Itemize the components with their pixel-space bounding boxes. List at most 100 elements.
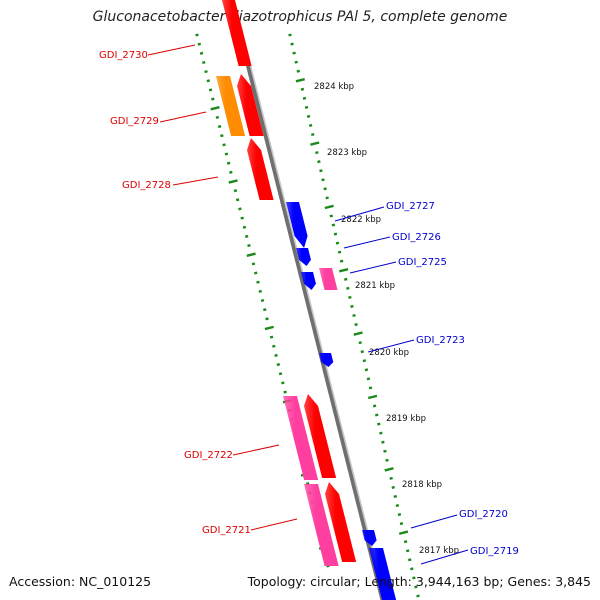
minor-tick	[395, 503, 400, 508]
minor-tick	[339, 259, 344, 263]
minor-tick	[260, 298, 265, 303]
leader-line	[349, 261, 397, 274]
gene-features	[216, 0, 397, 600]
genome-backbone	[229, 0, 386, 600]
leader-line	[343, 236, 391, 249]
leader-line	[159, 111, 207, 123]
minor-tick	[199, 51, 204, 55]
minor-tick	[197, 42, 202, 46]
gene-label-gdi_2721: GDI_2721	[202, 525, 251, 536]
minor-tick	[240, 216, 244, 220]
gene-gdi-2721	[304, 484, 339, 566]
minor-tick	[263, 308, 267, 312]
minor-tick	[202, 60, 206, 64]
minor-tick	[217, 125, 222, 129]
minor-tick	[288, 33, 292, 37]
leader-line	[172, 176, 219, 186]
minor-tick	[274, 353, 278, 357]
minor-tick	[300, 87, 305, 91]
minor-tick	[244, 234, 249, 238]
scale-label-2824: 2824 kbp	[314, 82, 354, 92]
minor-tick	[366, 377, 371, 381]
gene-gdi-2730	[222, 0, 252, 66]
minor-tick	[281, 381, 285, 385]
gene-label-gdi_2725: GDI_2725	[398, 257, 447, 268]
gene-gdi-2725b	[319, 268, 338, 290]
gene-gdi-2722b	[304, 394, 337, 478]
minor-tick	[360, 350, 365, 354]
minor-tick	[381, 440, 385, 444]
minor-tick	[358, 341, 362, 345]
scale-label-2819: 2819 kbp	[386, 414, 426, 424]
major-tick	[310, 141, 320, 146]
minor-tick	[258, 289, 262, 293]
minor-tick	[256, 280, 260, 284]
scale-label-2822: 2822 kbp	[341, 215, 381, 225]
minor-tick	[346, 286, 350, 290]
minor-tick	[229, 170, 233, 174]
minor-tick	[383, 449, 387, 453]
minor-tick	[335, 241, 340, 245]
minor-tick	[333, 232, 338, 236]
major-tick	[210, 105, 220, 111]
minor-tick	[226, 161, 231, 165]
gene-label-gdi_2720: GDI_2720	[459, 509, 508, 520]
backbone-highlight	[233, 0, 386, 600]
minor-tick	[319, 169, 323, 173]
gene-gdi-2720	[362, 530, 377, 546]
minor-tick	[272, 344, 276, 348]
minor-tick	[337, 250, 342, 254]
minor-tick	[374, 413, 379, 417]
minor-tick	[253, 271, 258, 275]
minor-tick	[235, 198, 240, 202]
minor-tick	[352, 313, 356, 318]
minor-tick	[269, 335, 274, 339]
minor-tick	[302, 96, 307, 100]
minor-tick	[323, 187, 327, 191]
minor-tick	[348, 295, 352, 299]
gene-gdi-2726	[296, 248, 311, 266]
gene-gdi-2719	[369, 548, 397, 600]
minor-tick	[412, 576, 416, 580]
minor-tick	[407, 558, 412, 562]
minor-tick	[215, 115, 220, 119]
minor-tick	[206, 79, 211, 83]
minor-tick	[247, 244, 251, 248]
minor-tick	[317, 160, 321, 164]
gene-label-gdi_2730: GDI_2730	[99, 50, 148, 61]
major-tick	[246, 252, 256, 257]
scale-label-2821: 2821 kbp	[355, 281, 395, 291]
minor-tick	[296, 69, 301, 73]
backbone-line	[229, 0, 386, 600]
minor-tick	[224, 152, 229, 156]
minor-tick	[251, 262, 256, 266]
gene-label-gdi_2722: GDI_2722	[184, 450, 233, 461]
minor-tick	[379, 431, 383, 435]
minor-tick	[389, 476, 393, 480]
minor-tick	[364, 368, 369, 372]
minor-tick	[399, 522, 404, 526]
scale-label-2823: 2823 kbp	[327, 148, 367, 158]
gene-gdi-2729	[216, 76, 246, 136]
minor-tick	[242, 225, 247, 229]
minor-tick	[290, 42, 294, 46]
major-tick	[398, 530, 409, 535]
minor-tick	[385, 458, 389, 462]
major-tick	[339, 268, 349, 273]
minor-tick	[292, 51, 296, 55]
scale-label-2818: 2818 kbp	[402, 480, 442, 490]
minor-tick	[416, 594, 420, 598]
leader-line	[250, 518, 298, 531]
gene-label-gdi_2726: GDI_2726	[392, 232, 441, 243]
minor-tick	[315, 151, 319, 155]
minor-tick	[405, 549, 410, 553]
inner-minor-ticks	[288, 33, 420, 598]
minor-tick	[414, 585, 418, 589]
minor-tick	[403, 540, 408, 544]
major-tick	[324, 204, 334, 210]
gene-gdi-2729b	[237, 74, 264, 136]
minor-tick	[276, 363, 281, 367]
gene-label-gdi_2723: GDI_2723	[416, 335, 465, 346]
minor-tick	[391, 485, 395, 489]
